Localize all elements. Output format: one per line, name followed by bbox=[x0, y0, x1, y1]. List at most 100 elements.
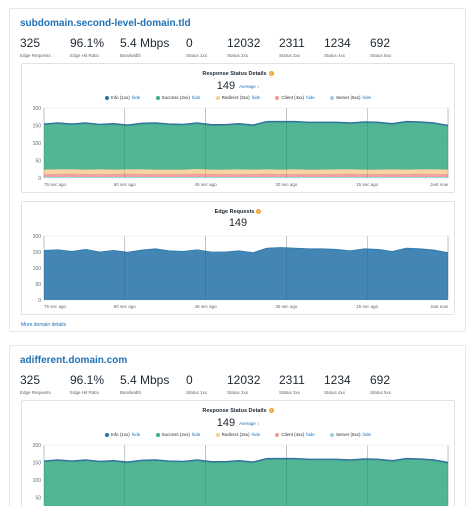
legend-item-success: Success (2xx) hide bbox=[155, 432, 201, 437]
legend-label: Server (5xx) bbox=[335, 95, 361, 100]
x-tick-label: 75 sec ago bbox=[44, 182, 67, 187]
legend-label: Success (2xx) bbox=[161, 95, 190, 100]
stat-label: Bandwidth bbox=[120, 53, 142, 58]
info-icon[interactable]: ! bbox=[268, 71, 274, 77]
series-line-info-1xx bbox=[43, 457, 449, 463]
panel-value-text: 149 bbox=[228, 217, 248, 229]
series-line-info-1xx bbox=[43, 120, 449, 126]
y-tick-label: 0 bbox=[38, 298, 41, 304]
panel-title: Edge Requests! bbox=[22, 209, 454, 215]
aggregation-select[interactable]: Average ↕ bbox=[239, 83, 260, 89]
legend-hide-link[interactable]: hide bbox=[362, 95, 371, 100]
legend-item-server: Server (5xx) hide bbox=[329, 95, 371, 100]
series-area-redirect-3xx bbox=[44, 168, 448, 175]
legend-label: Redirect (3xx) bbox=[221, 432, 250, 437]
legend-label: Client (4xx) bbox=[281, 95, 305, 100]
legend-item-client: Client (4xx) hide bbox=[275, 95, 315, 100]
legend-hide-link[interactable]: hide bbox=[131, 432, 141, 437]
stat-bandwidth: 5.4 Mbps Bandwidth bbox=[120, 373, 169, 395]
info-icon[interactable]: ! bbox=[268, 408, 274, 414]
y-tick-label: 150 bbox=[33, 460, 42, 466]
domain-title[interactable]: subdomain.second-level-domain.tld bbox=[20, 18, 191, 29]
legend-hide-link[interactable]: hide bbox=[251, 95, 261, 100]
panel-title-text: Response Status Details bbox=[202, 71, 267, 77]
edge-requests-panel: Edge Requests! 149 0 50 100 150 200 75 sec ag… bbox=[21, 201, 455, 315]
stat-bandwidth: 5.4 Mbps Bandwidth bbox=[120, 36, 169, 58]
x-tick-label: 15 sec ago bbox=[356, 182, 379, 187]
stat-status-4xx: 1234 Status 4xx bbox=[324, 373, 351, 395]
stat-status-3xx: 2311 Status 3xx bbox=[279, 373, 305, 395]
x-tick-label: 45 sec ago bbox=[195, 304, 218, 309]
y-tick-label: 50 bbox=[35, 495, 41, 501]
stat-status-4xx: 1234 Status 4xx bbox=[324, 36, 351, 58]
panel-value: 149 bbox=[22, 217, 454, 229]
domain-stats: 325 Edge Requests 96.1% Edge Hit Ratio 5… bbox=[20, 373, 465, 399]
stat-status-3xx: 2311 Status 3xx bbox=[279, 36, 305, 58]
legend-swatch bbox=[329, 95, 334, 100]
legend-hide-link[interactable]: hide bbox=[251, 432, 261, 437]
chart-legend: Info (1xx) hide Success (2xx) hide Redirec… bbox=[22, 432, 454, 437]
series-area-info-1xx bbox=[44, 458, 448, 464]
stat-value: 12032 bbox=[227, 36, 261, 50]
legend-hide-link[interactable]: hide bbox=[362, 432, 371, 437]
legend-hide-link[interactable]: hide bbox=[131, 95, 141, 100]
stat-value: 325 bbox=[20, 36, 41, 50]
panel-value-text: 149 bbox=[216, 417, 236, 429]
legend-label: Client (4xx) bbox=[281, 432, 305, 437]
legend-hide-link[interactable]: hide bbox=[191, 95, 201, 100]
stat-value: 0 bbox=[186, 373, 193, 387]
stat-label: Edge Requests bbox=[20, 53, 51, 58]
panel-title-text: Edge Requests bbox=[214, 209, 255, 215]
domain-card: adifferent.domain.com 325 Edge Requests … bbox=[9, 345, 466, 506]
stat-value: 2311 bbox=[279, 36, 305, 50]
response-status-panel: Response Status Details! 149 Average ↕ In… bbox=[21, 400, 455, 506]
stat-status-1xx: 0 Status 1xx bbox=[186, 36, 207, 58]
legend-hide-link[interactable]: hide bbox=[306, 95, 315, 100]
legend-hide-link[interactable]: hide bbox=[306, 432, 315, 437]
legend-swatch bbox=[155, 95, 160, 100]
x-tick-label: 75 sec ago bbox=[44, 304, 67, 309]
stat-value: 5.4 Mbps bbox=[120, 36, 170, 50]
y-tick-label: 100 bbox=[33, 266, 42, 272]
stat-edge-requests: 325 Edge Requests bbox=[20, 36, 51, 58]
x-tick-label: 60 sec ago bbox=[114, 304, 137, 309]
legend-hide-link[interactable]: hide bbox=[191, 432, 201, 437]
legend-label: Server (5xx) bbox=[335, 432, 361, 437]
stat-status-1xx: 0 Status 1xx bbox=[186, 373, 207, 395]
series-area-edge-requests bbox=[44, 247, 448, 300]
y-tick-label: 100 bbox=[33, 141, 42, 147]
panel-title: Response Status Details! bbox=[22, 71, 454, 77]
stat-label: Bandwidth bbox=[120, 390, 142, 395]
y-tick-label: 50 bbox=[35, 158, 41, 164]
aggregation-select[interactable]: Average ↕ bbox=[239, 420, 260, 426]
legend-label: Success (2xx) bbox=[161, 432, 190, 437]
series-area-client-4xx bbox=[44, 173, 448, 177]
stat-label: Edge Requests bbox=[20, 390, 51, 395]
stat-label: Status 1xx bbox=[186, 390, 208, 395]
stat-status-5xx: 692 Status 5xx bbox=[370, 36, 391, 58]
domain-title[interactable]: adifferent.domain.com bbox=[20, 355, 128, 366]
y-tick-label: 100 bbox=[33, 478, 42, 484]
domain-card: subdomain.second-level-domain.tld 325 Ed… bbox=[9, 8, 466, 332]
x-tick-label: 15 sec ago bbox=[356, 304, 379, 309]
legend-item-redirect: Redirect (3xx) hide bbox=[215, 432, 261, 437]
y-tick-label: 150 bbox=[33, 123, 42, 129]
legend-swatch bbox=[105, 95, 110, 100]
x-tick-label: 30 sec ago bbox=[275, 304, 298, 309]
stat-edge-hit-ratio: 96.1% Edge Hit Ratio bbox=[70, 373, 104, 395]
edge-requests-chart[interactable]: 0 50 100 150 200 75 sec ago 60 sec ago 45 sec a… bbox=[22, 232, 454, 314]
stat-label: Edge Hit Ratio bbox=[70, 53, 100, 58]
more-domain-details-link[interactable]: More domain details bbox=[21, 322, 67, 328]
chart-legend: Info (1xx) hide Success (2xx) hide Redirec… bbox=[22, 95, 454, 100]
response-status-panel: Response Status Details! 149 Average ↕ In… bbox=[21, 63, 455, 193]
legend-swatch bbox=[155, 432, 160, 437]
stat-label: Status 5xx bbox=[370, 53, 392, 58]
stat-label: Edge Hit Ratio bbox=[70, 390, 100, 395]
info-icon[interactable]: ! bbox=[256, 209, 262, 215]
legend-swatch bbox=[329, 432, 334, 437]
stat-status-2xx: 12032 Status 2xx bbox=[227, 373, 260, 395]
stat-value: 2311 bbox=[279, 373, 305, 387]
stat-status-5xx: 692 Status 5xx bbox=[370, 373, 391, 395]
